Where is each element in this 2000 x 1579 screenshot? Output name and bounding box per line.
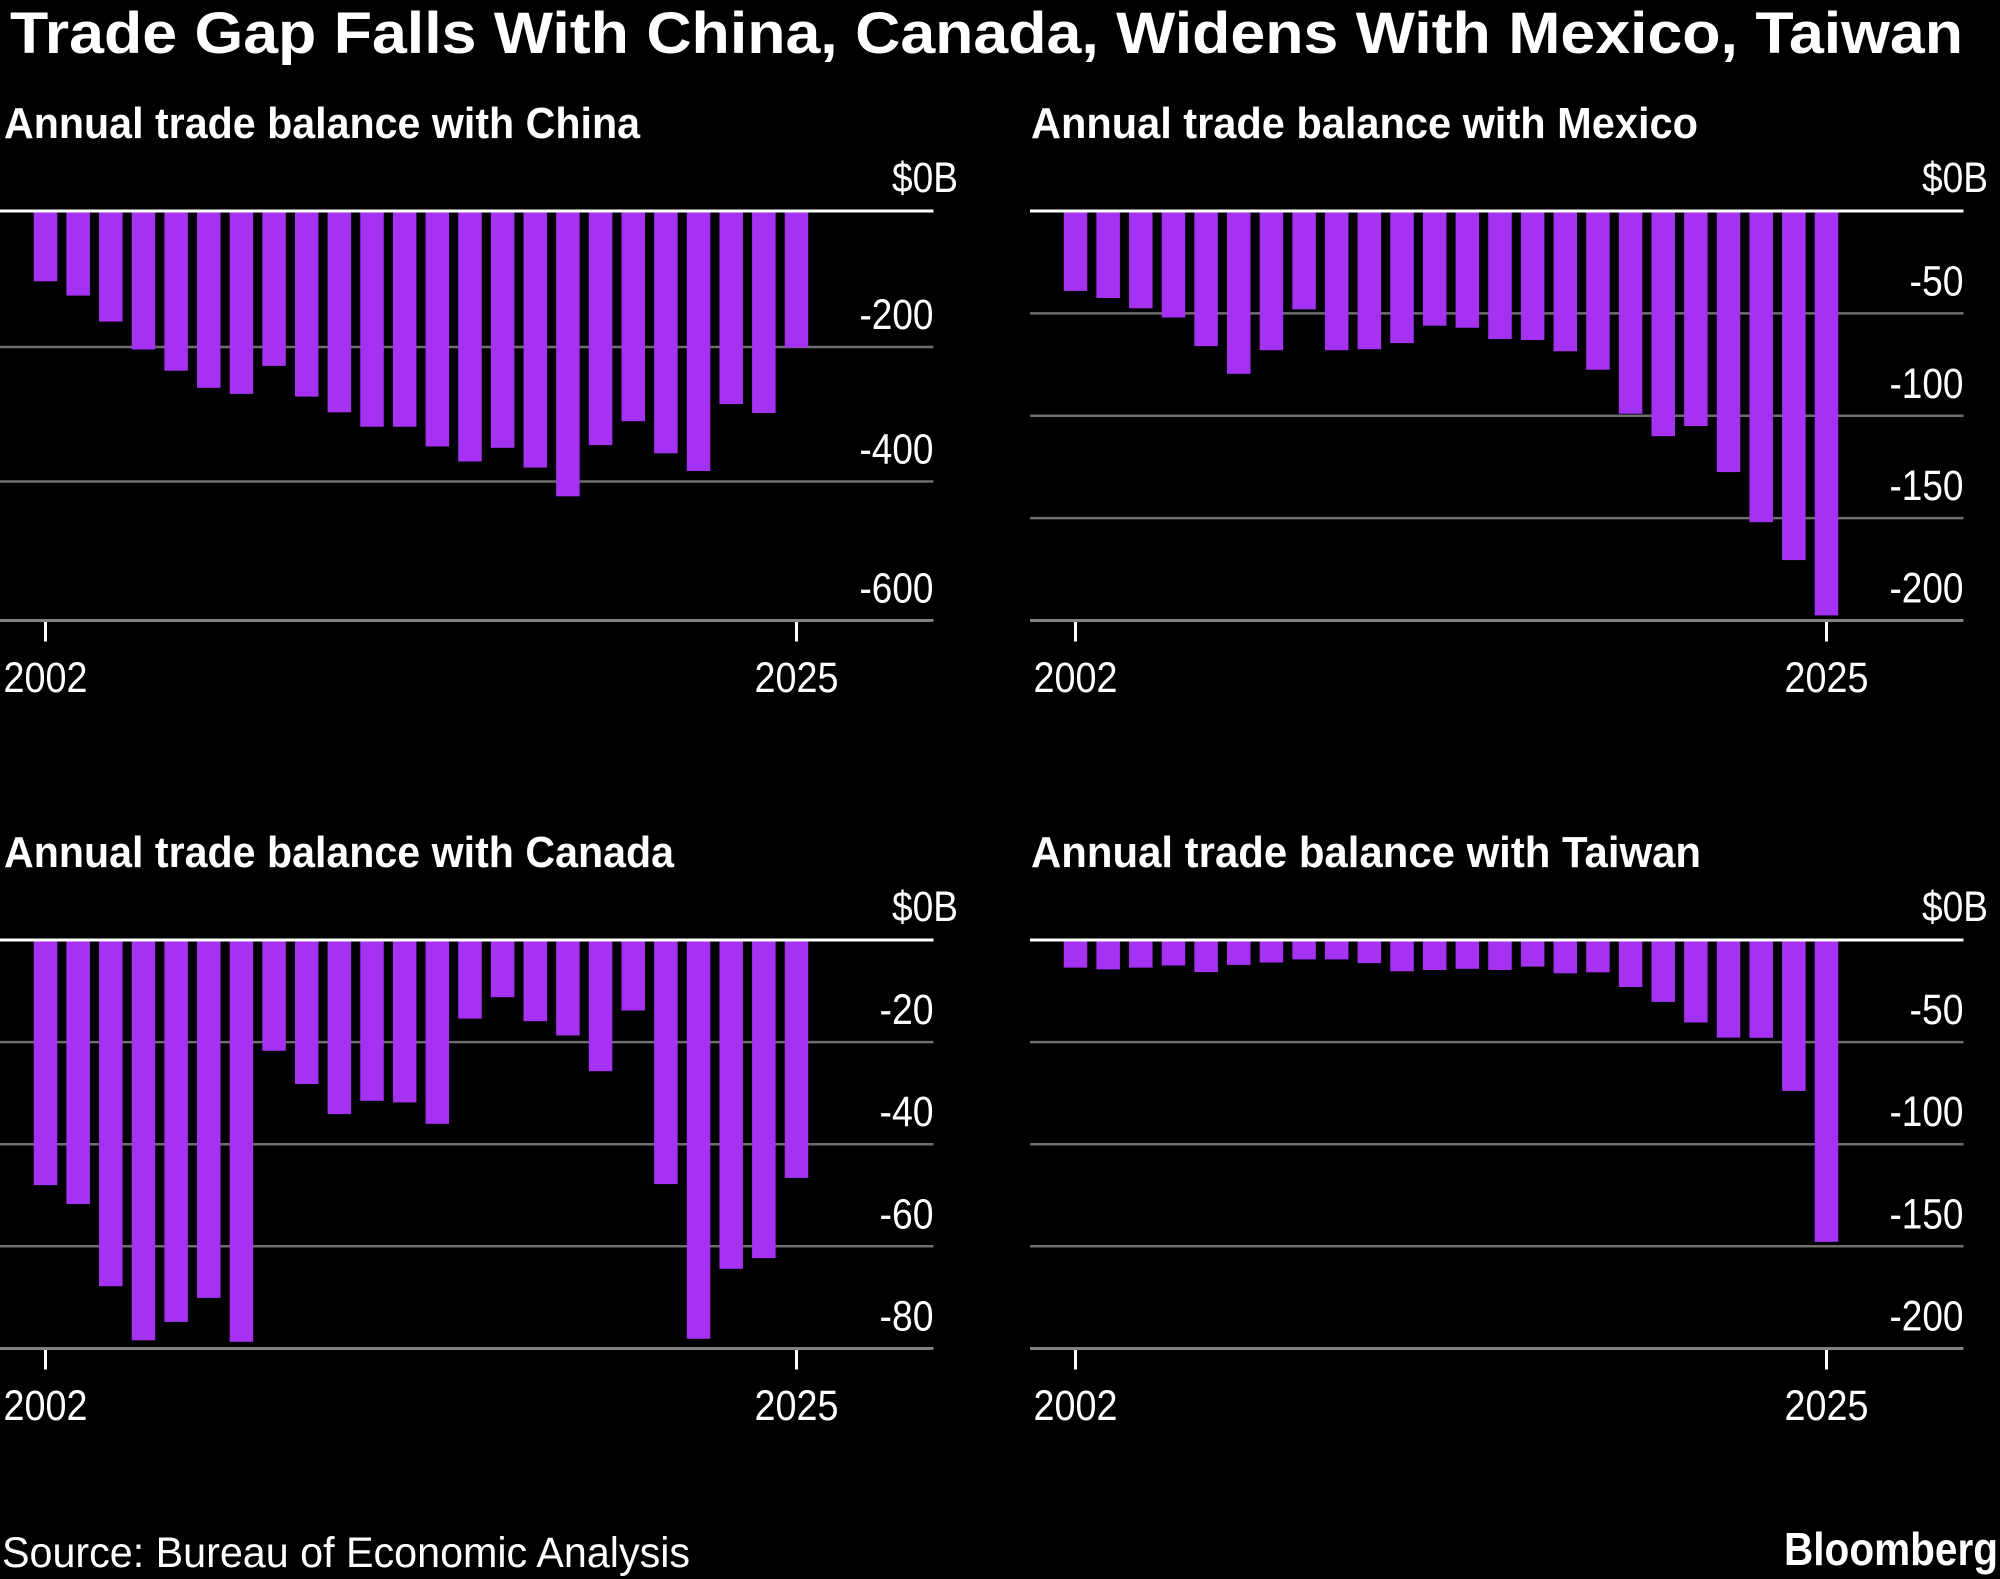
- svg-text:Annual trade balance with Taiw: Annual trade balance with Taiwan: [1031, 828, 1701, 877]
- svg-text:$0B: $0B: [1922, 883, 1988, 931]
- svg-text:-100: -100: [1890, 1088, 1964, 1136]
- svg-text:-100: -100: [1890, 360, 1964, 408]
- svg-text:$0B: $0B: [892, 154, 958, 202]
- svg-text:2025: 2025: [755, 1382, 839, 1430]
- svg-text:Annual trade balance with Chin: Annual trade balance with China: [4, 99, 640, 148]
- svg-text:-150: -150: [1890, 462, 1964, 510]
- svg-text:Annual trade balance with Mexi: Annual trade balance with Mexico: [1031, 99, 1698, 148]
- svg-text:Bloomberg: Bloomberg: [1784, 1523, 1998, 1575]
- svg-text:-200: -200: [860, 291, 934, 339]
- svg-text:-40: -40: [880, 1088, 934, 1136]
- svg-text:-600: -600: [860, 565, 934, 613]
- svg-text:-400: -400: [860, 426, 934, 474]
- svg-text:$0B: $0B: [1922, 154, 1988, 202]
- svg-text:2002: 2002: [1034, 1382, 1118, 1430]
- svg-text:-20: -20: [880, 986, 934, 1034]
- svg-text:2002: 2002: [1034, 654, 1118, 702]
- svg-text:-80: -80: [880, 1293, 934, 1341]
- svg-text:-150: -150: [1890, 1190, 1964, 1238]
- svg-text:2025: 2025: [1785, 1382, 1869, 1430]
- svg-text:-50: -50: [1910, 986, 1964, 1034]
- svg-text:-50: -50: [1910, 257, 1964, 305]
- svg-text:2025: 2025: [1785, 654, 1869, 702]
- svg-text:-200: -200: [1890, 565, 1964, 613]
- svg-text:2002: 2002: [4, 654, 88, 702]
- svg-text:$0B: $0B: [892, 883, 958, 931]
- svg-text:2025: 2025: [755, 654, 839, 702]
- svg-text:Annual trade balance with Cana: Annual trade balance with Canada: [4, 828, 674, 877]
- svg-text:Source: Bureau of Economic Ana: Source: Bureau of Economic Analysis: [2, 1529, 690, 1577]
- svg-text:-200: -200: [1890, 1293, 1964, 1341]
- svg-text:2002: 2002: [4, 1382, 88, 1430]
- svg-text:-60: -60: [880, 1190, 934, 1238]
- svg-text:Trade Gap Falls With China, Ca: Trade Gap Falls With China, Canada, Wide…: [10, 1, 1963, 66]
